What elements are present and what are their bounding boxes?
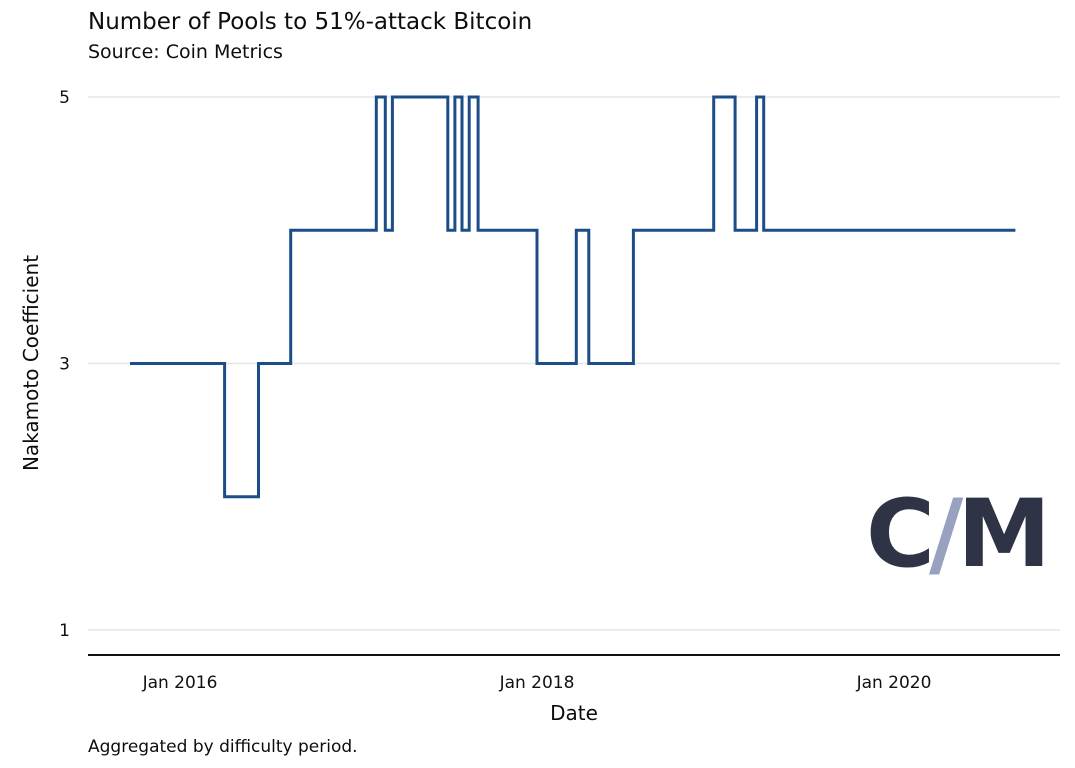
series-step-line (130, 95, 1016, 499)
y-tick-label: 5 (59, 88, 70, 108)
logo-slash: / (929, 480, 963, 589)
logo-letter-c: C (866, 480, 935, 589)
x-axis-title: Date (550, 701, 598, 725)
x-tick-label: Jan 2018 (499, 673, 575, 693)
chart-subtitle: Source: Coin Metrics (88, 41, 283, 63)
coin-metrics-logo: C/M (866, 488, 1051, 582)
chart-footnote: Aggregated by difficulty period. (88, 737, 358, 757)
chart-title: Number of Pools to 51%-attack Bitcoin (88, 9, 533, 35)
logo-letter-m: M (957, 480, 1051, 589)
y-tick-label: 3 (59, 355, 70, 375)
y-tick-label: 1 (59, 621, 70, 641)
y-axis-title: Nakamoto Coefficient (19, 254, 43, 472)
x-tick-label: Jan 2020 (856, 673, 932, 693)
x-tick-label: Jan 2016 (142, 673, 218, 693)
